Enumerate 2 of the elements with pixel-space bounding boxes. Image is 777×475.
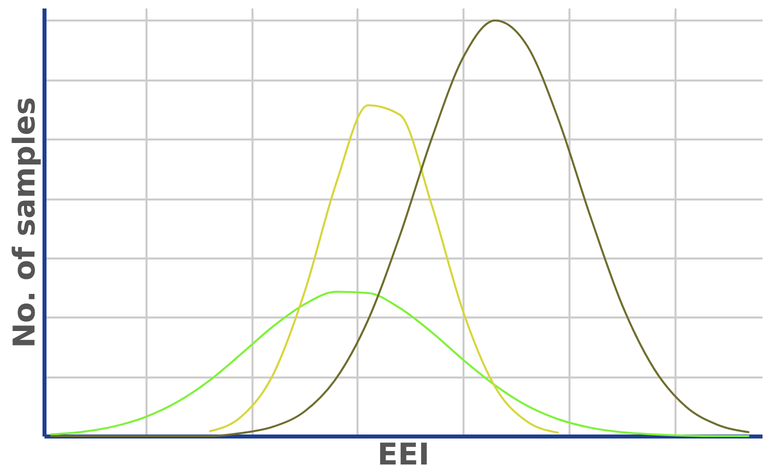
x-axis-title: EEI xyxy=(377,438,430,472)
y-axis-title: No. of samples xyxy=(8,97,42,348)
